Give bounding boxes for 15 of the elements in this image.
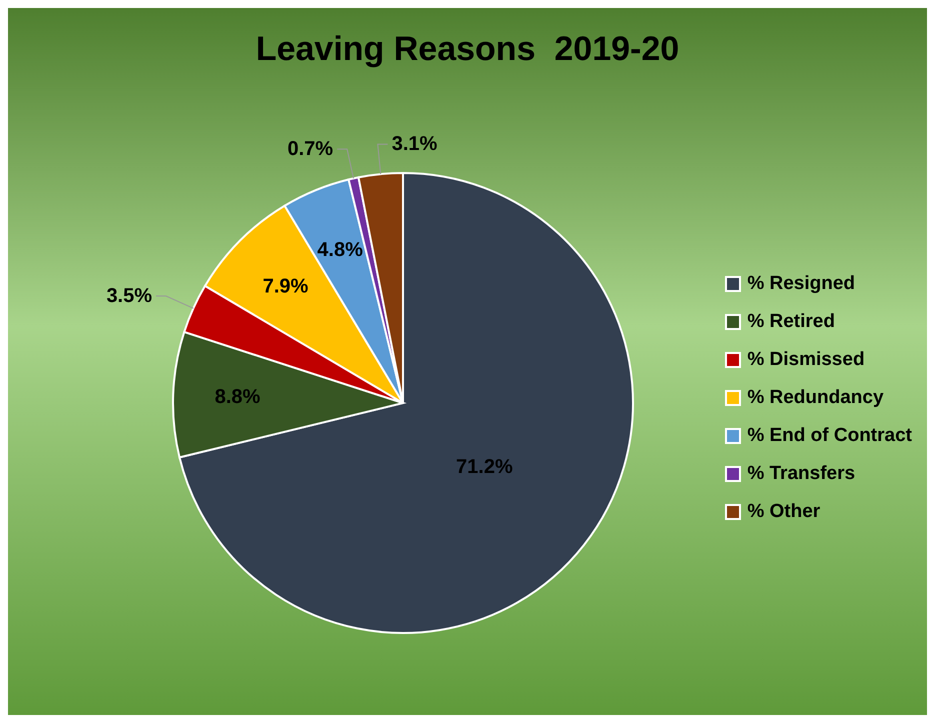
data-label: 4.8% bbox=[317, 238, 364, 261]
data-label: 71.2% bbox=[456, 456, 513, 478]
legend-label: % Dismissed bbox=[747, 348, 865, 372]
data-label: 3.5% bbox=[106, 285, 152, 308]
data-label: 8.8% bbox=[214, 386, 261, 408]
data-label: 3.1% bbox=[392, 133, 438, 156]
legend-label: % Retired bbox=[747, 310, 835, 334]
legend-label: % Resigned bbox=[747, 272, 856, 296]
data-label: 0.7% bbox=[287, 138, 334, 160]
legend-label: % End of Contract bbox=[747, 424, 912, 448]
legend-label: % Redundancy bbox=[747, 386, 884, 410]
data-label: 7.9% bbox=[262, 275, 309, 298]
chart-title: Leaving Reasons 2019-20 bbox=[254, 30, 680, 69]
legend-label: % Transfers bbox=[747, 462, 856, 486]
legend-label: % Other bbox=[747, 500, 820, 524]
